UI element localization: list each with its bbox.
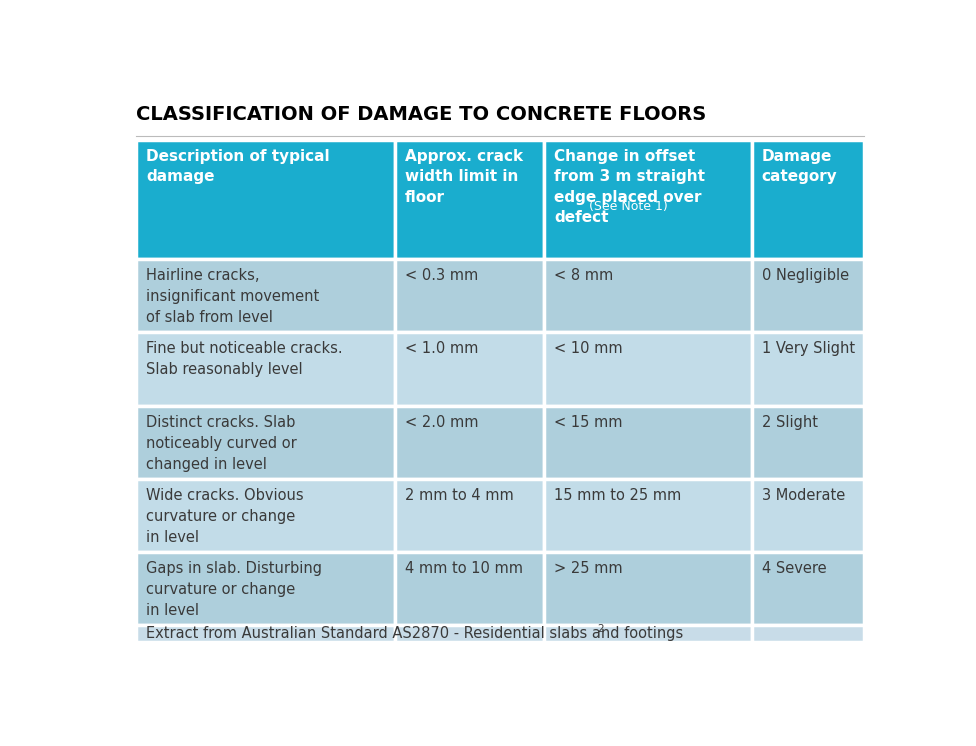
Text: 4 Severe: 4 Severe bbox=[761, 562, 827, 577]
Bar bbox=[544, 552, 752, 625]
Bar bbox=[136, 332, 394, 406]
Bar bbox=[544, 406, 752, 479]
Text: CLASSIFICATION OF DAMAGE TO CONCRETE FLOORS: CLASSIFICATION OF DAMAGE TO CONCRETE FLO… bbox=[136, 105, 707, 125]
Text: Change in offset
from 3 m straight
edge placed over
defect: Change in offset from 3 m straight edge … bbox=[554, 148, 705, 225]
Text: < 15 mm: < 15 mm bbox=[554, 415, 623, 430]
Bar bbox=[394, 625, 544, 642]
Bar bbox=[394, 140, 544, 259]
Text: Damage
category: Damage category bbox=[761, 148, 837, 184]
Bar bbox=[544, 140, 752, 259]
Text: 15 mm to 25 mm: 15 mm to 25 mm bbox=[554, 488, 681, 503]
Bar bbox=[752, 332, 865, 406]
Bar bbox=[544, 479, 752, 552]
Text: (See Note 1): (See Note 1) bbox=[585, 200, 668, 213]
Text: 2: 2 bbox=[597, 624, 604, 633]
Text: 0 Negligible: 0 Negligible bbox=[761, 268, 849, 283]
Bar bbox=[394, 479, 544, 552]
Text: 2 Slight: 2 Slight bbox=[761, 415, 818, 430]
Bar bbox=[752, 625, 865, 642]
Bar bbox=[752, 140, 865, 259]
Text: < 10 mm: < 10 mm bbox=[554, 342, 623, 357]
Bar bbox=[136, 259, 394, 332]
Bar bbox=[544, 332, 752, 406]
Text: Hairline cracks,
insignificant movement
of slab from level: Hairline cracks, insignificant movement … bbox=[146, 268, 319, 325]
Text: > 25 mm: > 25 mm bbox=[554, 562, 623, 577]
Bar bbox=[136, 406, 394, 479]
Text: 1 Very Slight: 1 Very Slight bbox=[761, 342, 855, 357]
Text: Extract from Australian Standard AS2870 - Residential slabs and footings: Extract from Australian Standard AS2870 … bbox=[146, 627, 683, 642]
Bar bbox=[544, 625, 752, 642]
Bar bbox=[136, 140, 394, 259]
Bar bbox=[136, 625, 394, 642]
Text: Gaps in slab. Disturbing
curvature or change
in level: Gaps in slab. Disturbing curvature or ch… bbox=[146, 562, 322, 618]
Bar bbox=[394, 552, 544, 625]
Text: < 8 mm: < 8 mm bbox=[554, 268, 613, 283]
Bar bbox=[544, 259, 752, 332]
Text: Wide cracks. Obvious
curvature or change
in level: Wide cracks. Obvious curvature or change… bbox=[146, 488, 304, 545]
Bar bbox=[136, 552, 394, 625]
Bar bbox=[394, 332, 544, 406]
Text: Approx. crack
width limit in
floor: Approx. crack width limit in floor bbox=[405, 148, 523, 204]
Text: 3 Moderate: 3 Moderate bbox=[761, 488, 845, 503]
Text: Description of typical
damage: Description of typical damage bbox=[146, 148, 330, 184]
Bar bbox=[394, 259, 544, 332]
Bar bbox=[752, 406, 865, 479]
Text: Fine but noticeable cracks.
Slab reasonably level: Fine but noticeable cracks. Slab reasona… bbox=[146, 342, 343, 377]
Bar bbox=[752, 479, 865, 552]
Bar bbox=[752, 259, 865, 332]
Bar bbox=[752, 552, 865, 625]
Text: 2 mm to 4 mm: 2 mm to 4 mm bbox=[405, 488, 513, 503]
Bar bbox=[394, 406, 544, 479]
Text: Distinct cracks. Slab
noticeably curved or
changed in level: Distinct cracks. Slab noticeably curved … bbox=[146, 415, 297, 471]
Text: < 1.0 mm: < 1.0 mm bbox=[405, 342, 478, 357]
Text: 4 mm to 10 mm: 4 mm to 10 mm bbox=[405, 562, 522, 577]
Bar bbox=[136, 479, 394, 552]
Text: < 0.3 mm: < 0.3 mm bbox=[405, 268, 478, 283]
Text: < 2.0 mm: < 2.0 mm bbox=[405, 415, 478, 430]
